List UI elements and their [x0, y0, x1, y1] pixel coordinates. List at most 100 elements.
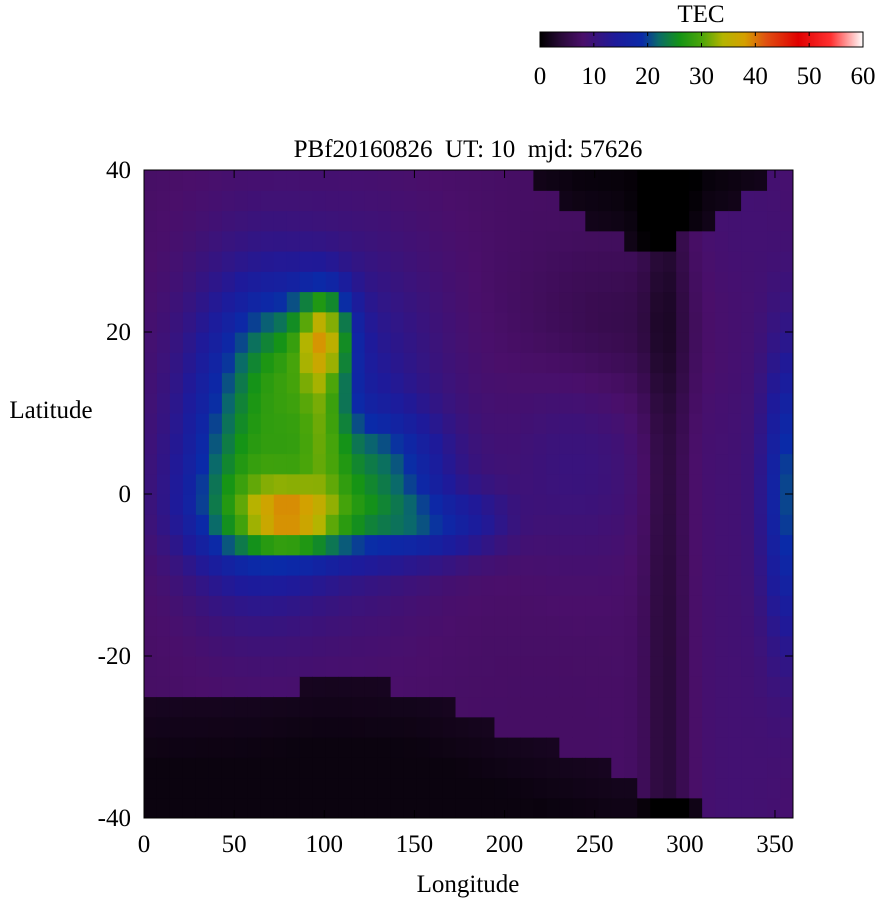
heatmap-cell — [144, 777, 158, 799]
heatmap-cell — [533, 453, 547, 475]
heatmap-cell — [338, 413, 353, 434]
heatmap-cell — [144, 494, 158, 515]
heatmap-cell — [208, 575, 223, 596]
heatmap-cell — [585, 716, 599, 738]
heatmap-cell — [624, 332, 638, 353]
heatmap-cell — [221, 291, 236, 313]
heatmap-cell — [728, 352, 742, 374]
heatmap-cell — [442, 433, 457, 455]
heatmap-cell — [299, 392, 314, 414]
heatmap-cell — [650, 595, 664, 617]
heatmap-cell — [611, 210, 625, 232]
heatmap-cell — [689, 291, 703, 313]
heatmap-cell — [741, 473, 755, 495]
heatmap-cell — [286, 392, 301, 414]
heatmap-cell — [312, 332, 327, 353]
heatmap-cell — [780, 210, 793, 232]
heatmap-cell — [780, 534, 793, 556]
heatmap-cell — [572, 251, 586, 272]
heatmap-cell — [780, 251, 793, 272]
heatmap-cell — [195, 777, 210, 799]
heatmap-cell — [403, 494, 418, 515]
heatmap-cell — [533, 170, 547, 191]
heatmap-cell — [208, 190, 223, 212]
heatmap-cell — [494, 453, 509, 475]
heatmap-cell — [715, 392, 729, 414]
colorbar-label: TEC — [677, 1, 724, 28]
heatmap-cell — [624, 534, 638, 556]
heatmap-cell — [741, 230, 755, 252]
heatmap-cell — [663, 716, 677, 738]
heatmap-cell — [182, 473, 197, 495]
heatmap-cell — [312, 413, 327, 434]
heatmap-cell — [637, 332, 651, 353]
heatmap-cell — [494, 291, 509, 313]
heatmap-cell — [325, 433, 340, 455]
heatmap-cell — [299, 453, 314, 475]
heatmap-cell — [767, 453, 781, 475]
heatmap-cell — [312, 595, 327, 617]
heatmap-cell — [702, 757, 716, 779]
heatmap-cell — [702, 514, 716, 536]
heatmap-cell — [702, 453, 716, 475]
heatmap-cell — [429, 210, 444, 232]
heatmap-cell — [715, 635, 729, 657]
heatmap-cell — [572, 716, 586, 738]
heatmap-cell — [208, 473, 223, 495]
heatmap-cell — [390, 514, 405, 536]
heatmap-cell — [676, 433, 690, 455]
heatmap-cell — [234, 352, 249, 374]
heatmap-cell — [364, 554, 379, 576]
heatmap-cell — [429, 271, 444, 293]
heatmap-cell — [286, 676, 301, 698]
heatmap-cell — [169, 413, 184, 434]
heatmap-cell — [325, 453, 340, 475]
heatmap-cell — [520, 716, 534, 738]
heatmap-cell — [208, 595, 223, 617]
y-tick-label: -40 — [98, 805, 131, 832]
heatmap-cell — [234, 291, 249, 313]
heatmap-cell — [481, 797, 496, 818]
heatmap-cell — [442, 413, 457, 434]
heatmap-cell — [364, 433, 379, 455]
heatmap-cell — [299, 656, 314, 677]
heatmap-cell — [494, 777, 509, 799]
heatmap-cell — [520, 514, 534, 536]
heatmap-cell — [260, 615, 275, 637]
heatmap-cell — [312, 737, 327, 758]
heatmap-cell — [208, 737, 223, 758]
x-tick-label: 250 — [576, 831, 614, 858]
heatmap-cell — [390, 595, 405, 617]
heatmap-cell — [572, 190, 586, 212]
heatmap-cell — [260, 656, 275, 677]
heatmap-cell — [221, 413, 236, 434]
heatmap-cell — [455, 676, 470, 698]
heatmap-cell — [351, 757, 366, 779]
y-tick-label: -20 — [98, 643, 131, 670]
heatmap-cell — [702, 311, 716, 333]
heatmap-cell — [338, 453, 353, 475]
heatmap-cell — [546, 696, 560, 718]
heatmap-cell — [754, 797, 768, 818]
heatmap-cell — [754, 514, 768, 536]
heatmap-cell — [611, 737, 625, 758]
heatmap-cell — [182, 797, 197, 818]
heatmap-cell — [624, 210, 638, 232]
heatmap-cell — [533, 676, 547, 698]
heatmap-cell — [260, 392, 275, 414]
heatmap-cell — [598, 332, 612, 353]
heatmap-cell — [715, 311, 729, 333]
heatmap-cell — [507, 473, 522, 495]
heatmap-cell — [637, 291, 651, 313]
heatmap-cell — [689, 777, 703, 799]
heatmap-cell — [351, 494, 366, 515]
heatmap-cell — [273, 676, 288, 698]
heatmap-cell — [273, 595, 288, 617]
heatmap-cell — [455, 534, 470, 556]
heatmap-cell — [494, 271, 509, 293]
heatmap-cell — [169, 534, 184, 556]
heatmap-cell — [767, 271, 781, 293]
heatmap-cell — [481, 635, 496, 657]
heatmap-cell — [169, 271, 184, 293]
heatmap-cell — [247, 534, 262, 556]
